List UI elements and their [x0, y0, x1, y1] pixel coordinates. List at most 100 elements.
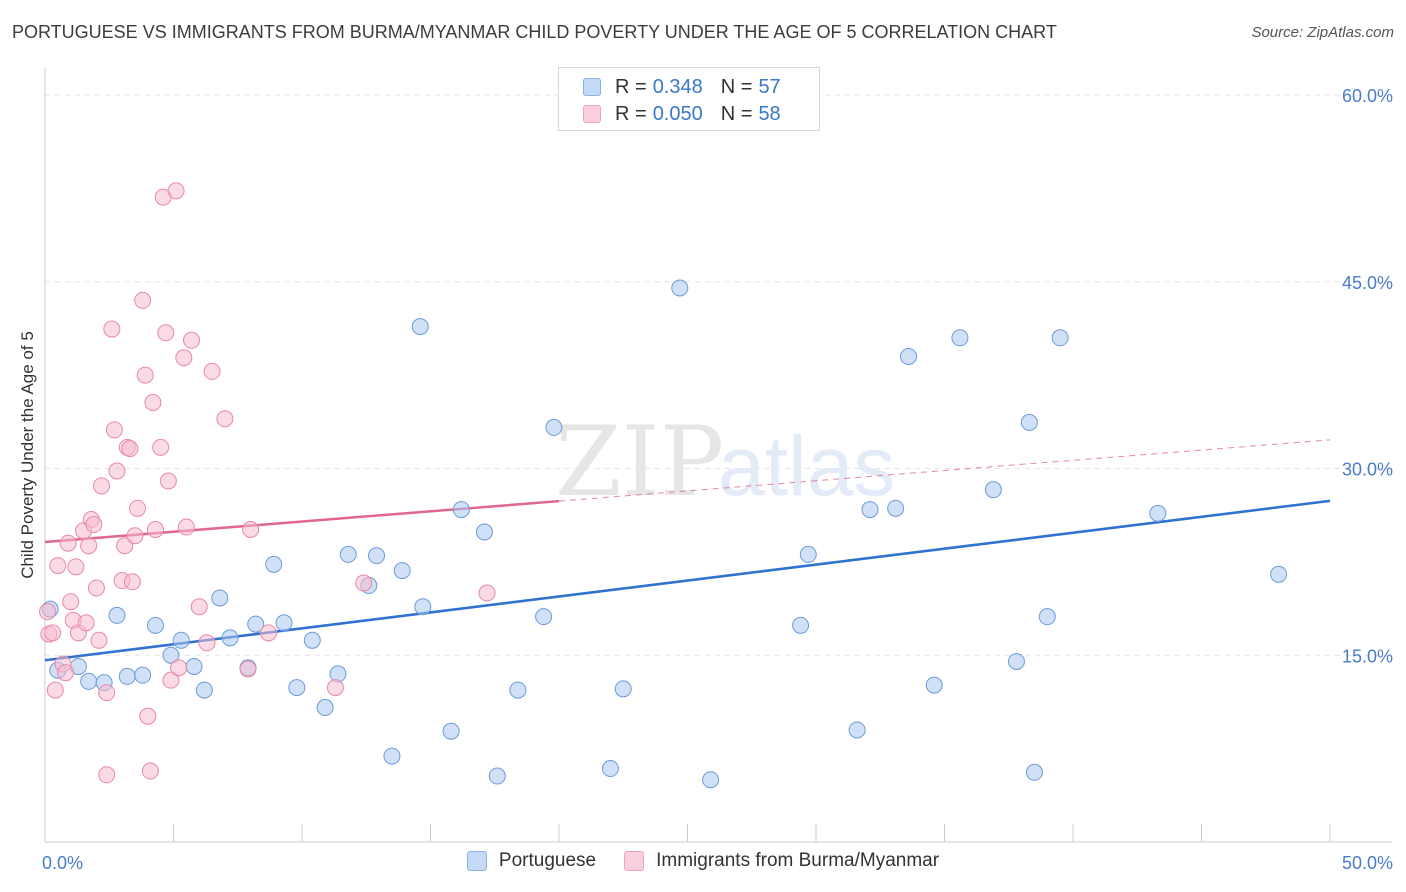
legend-n-value: 58	[758, 102, 781, 125]
watermark-zip: ZIP	[555, 406, 724, 518]
data-point	[49, 557, 67, 575]
data-point	[116, 537, 134, 555]
data-point	[175, 349, 193, 367]
data-point	[170, 659, 188, 677]
data-point	[848, 721, 866, 739]
data-point	[90, 631, 108, 649]
data-point	[368, 547, 386, 565]
data-point	[1051, 329, 1069, 347]
data-point	[288, 679, 306, 697]
data-point	[442, 722, 460, 740]
data-point	[162, 671, 180, 689]
data-point	[203, 362, 221, 380]
data-point	[951, 329, 969, 347]
data-point	[46, 681, 64, 699]
data-point	[59, 534, 77, 552]
data-point	[452, 501, 470, 519]
series-swatch-burma	[624, 851, 645, 871]
data-point	[147, 616, 165, 634]
data-point	[1270, 565, 1288, 583]
data-point	[383, 747, 401, 765]
source-label: Source: ZipAtlas.com	[1251, 24, 1394, 41]
data-point	[216, 410, 234, 428]
data-point	[182, 331, 200, 349]
data-points	[39, 182, 1288, 789]
y-axis-title: Child Poverty Under the Age of 5	[18, 331, 37, 579]
data-point	[1149, 504, 1167, 522]
data-point	[98, 766, 116, 784]
y-tick-label: 30.0%	[1342, 460, 1393, 480]
data-point	[136, 366, 154, 384]
data-point	[147, 521, 165, 539]
legend-r-value: 0.348	[652, 75, 703, 98]
legend-n-label: N =	[720, 75, 753, 98]
legend-swatch-portuguese	[583, 78, 601, 96]
correlation-legend: R = 0.348 N = 57 R = 0.050 N = 58	[558, 67, 820, 131]
data-point	[545, 418, 563, 436]
data-point	[80, 672, 98, 690]
data-point	[393, 562, 411, 580]
data-point	[887, 499, 905, 517]
axes	[44, 68, 1392, 843]
data-point	[861, 501, 879, 519]
series-legend-burma: Immigrants from Burma/Myanmar	[624, 850, 939, 872]
data-point	[260, 624, 278, 642]
data-point	[67, 558, 85, 576]
data-point	[239, 660, 257, 678]
data-point	[77, 614, 95, 632]
data-point	[601, 760, 619, 778]
tick-labels: 15.0% 30.0% 45.0% 60.0% 0.0% 50.0%	[42, 86, 1393, 873]
data-point	[900, 347, 918, 365]
data-point	[275, 614, 293, 632]
data-point	[134, 666, 152, 684]
data-point	[792, 616, 810, 634]
data-point	[211, 589, 229, 607]
data-point	[799, 545, 817, 563]
data-point	[316, 699, 334, 717]
data-point	[326, 679, 344, 697]
data-point	[141, 762, 159, 780]
data-point	[129, 499, 147, 517]
data-point	[535, 608, 553, 626]
data-point	[87, 579, 105, 597]
trend-line-extension	[558, 439, 1331, 502]
legend-r-label: R =	[615, 75, 647, 98]
data-point	[488, 767, 506, 785]
data-point	[172, 631, 190, 649]
gridlines	[45, 94, 1392, 656]
x-tick-label: 0.0%	[42, 853, 83, 873]
data-point	[44, 624, 62, 642]
data-point	[62, 593, 80, 611]
data-point	[39, 603, 57, 621]
data-point	[159, 472, 177, 490]
data-point	[121, 440, 139, 458]
legend-r-label: R =	[615, 102, 647, 125]
legend-n-label: N =	[720, 102, 753, 125]
data-point	[157, 324, 175, 342]
data-point	[671, 279, 689, 297]
data-point	[185, 657, 203, 675]
data-point	[105, 421, 123, 439]
data-point	[126, 527, 144, 545]
data-point	[162, 646, 180, 664]
data-point	[1038, 608, 1056, 626]
data-point	[509, 681, 527, 699]
data-point	[108, 462, 126, 480]
data-point	[139, 707, 157, 725]
legend-row-portuguese: R = 0.348 N = 57	[583, 74, 781, 100]
watermark-atlas: atlas	[718, 419, 895, 513]
y-tick-label: 60.0%	[1342, 86, 1393, 106]
data-point	[221, 629, 239, 647]
data-point	[1025, 763, 1043, 781]
data-point	[190, 598, 208, 616]
data-point	[144, 394, 162, 412]
data-point	[93, 477, 111, 495]
data-point	[247, 615, 265, 633]
legend-row-burma: R = 0.050 N = 58	[583, 101, 781, 127]
series-legend: Portuguese Immigrants from Burma/Myanmar	[0, 850, 1406, 872]
data-point	[167, 182, 185, 200]
legend-n-value: 57	[758, 75, 781, 98]
data-point	[355, 574, 373, 592]
data-point	[984, 481, 1002, 499]
